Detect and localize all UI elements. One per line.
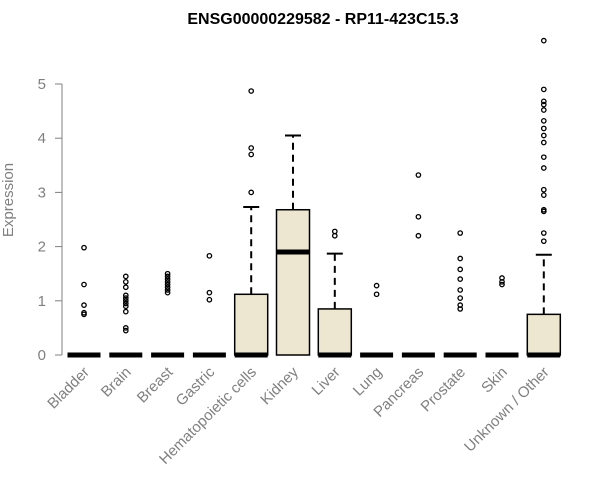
outlier-2-4 — [164, 278, 171, 285]
box-1 — [109, 273, 143, 358]
box-rect-6 — [317, 308, 353, 356]
outlier-2-5 — [164, 276, 171, 282]
outlier-7-0 — [373, 291, 380, 298]
box-2 — [151, 270, 185, 358]
outlier-2-1 — [164, 287, 171, 293]
outlier-11-11 — [540, 118, 547, 124]
outlier-2-0 — [164, 289, 171, 296]
outlier-1-6 — [122, 295, 129, 301]
outlier-10-0 — [499, 281, 505, 288]
outlier-9-5 — [457, 266, 464, 273]
outlier-11-12 — [540, 107, 547, 113]
outlier-1-4 — [122, 300, 129, 307]
x-tick-label-10: Skin — [478, 364, 511, 397]
box-7 — [360, 282, 394, 358]
box-4 — [233, 88, 269, 358]
outlier-9-1 — [457, 302, 464, 308]
outlier-0-1 — [81, 309, 87, 316]
y-tick-label-3: 3 — [38, 184, 46, 201]
outlier-8-2 — [415, 172, 422, 178]
outlier-0-2 — [81, 302, 87, 308]
outlier-11-14 — [540, 98, 547, 105]
outlier-11-3 — [540, 206, 547, 213]
boxes-layer — [67, 37, 562, 358]
y-axis-label: Expression — [0, 163, 17, 237]
outlier-1-5 — [122, 297, 129, 304]
outlier-11-10 — [540, 125, 547, 132]
box-11 — [526, 37, 562, 358]
outlier-1-3 — [122, 303, 129, 310]
outlier-0-4 — [81, 244, 87, 251]
outlier-6-1 — [331, 228, 338, 235]
box-0 — [67, 244, 101, 358]
outlier-1-1 — [122, 325, 129, 331]
outlier-2-3 — [164, 281, 171, 288]
outlier-0-3 — [81, 281, 87, 288]
outlier-8-0 — [415, 232, 422, 239]
y-tick-label-4: 4 — [38, 130, 46, 147]
outlier-1-7 — [122, 292, 129, 299]
outlier-11-1 — [540, 230, 547, 236]
outlier-11-15 — [540, 86, 547, 93]
x-tick-label-0: Bladder — [44, 364, 93, 413]
outlier-11-5 — [540, 186, 547, 193]
outlier-1-8 — [122, 284, 129, 291]
outlier-4-3 — [248, 88, 255, 94]
outlier-11-7 — [540, 154, 547, 161]
x-tick-label-7: Lung — [350, 364, 386, 400]
box-3 — [192, 252, 226, 358]
chart-title: ENSG00000229582 - RP11-423C15.3 — [187, 11, 458, 28]
outlier-1-2 — [122, 308, 129, 315]
outlier-1-9 — [122, 278, 129, 285]
outlier-2-2 — [164, 284, 171, 291]
outlier-11-8 — [540, 139, 547, 146]
outlier-11-9 — [540, 132, 547, 139]
outlier-9-2 — [457, 295, 464, 301]
box-rect-11 — [526, 313, 562, 356]
outlier-7-1 — [373, 282, 380, 289]
y-axis: 0 1 2 3 4 5 — [38, 76, 63, 364]
outlier-2-7 — [164, 270, 171, 277]
outlier-9-3 — [457, 287, 464, 293]
outlier-1-0 — [122, 327, 129, 334]
outlier-11-4 — [540, 192, 547, 198]
x-tick-label-5: Kidney — [257, 363, 302, 408]
outlier-3-2 — [206, 252, 213, 259]
outlier-11-16 — [540, 37, 547, 44]
outlier-10-2 — [499, 275, 505, 281]
box-rect-5 — [275, 208, 311, 356]
outlier-4-0 — [248, 189, 255, 196]
box-10 — [485, 275, 519, 358]
x-tick-label-6: Liver — [309, 364, 344, 399]
box-rect-4 — [233, 293, 269, 356]
outlier-9-4 — [457, 276, 464, 282]
x-tick-label-1: Brain — [98, 364, 135, 401]
outlier-2-6 — [164, 273, 171, 280]
x-tick-label-9: Prostate — [417, 364, 469, 416]
outlier-3-1 — [206, 289, 213, 296]
box-5 — [275, 134, 311, 356]
y-tick-label-5: 5 — [38, 76, 46, 93]
outlier-9-6 — [457, 255, 464, 262]
outlier-4-2 — [248, 145, 255, 151]
outlier-1-10 — [122, 273, 129, 280]
outlier-11-6 — [540, 165, 547, 171]
box-8 — [401, 172, 435, 358]
y-tick-label-0: 0 — [38, 347, 46, 364]
y-tick-label-2: 2 — [38, 239, 46, 256]
outlier-11-13 — [540, 101, 547, 108]
outlier-8-1 — [415, 213, 422, 220]
x-tick-label-2: Breast — [134, 363, 177, 406]
y-tick-label-1: 1 — [38, 293, 46, 310]
outlier-3-0 — [206, 296, 213, 303]
outlier-11-0 — [540, 238, 547, 245]
box-9 — [443, 230, 477, 358]
outlier-9-7 — [457, 230, 464, 236]
outlier-4-1 — [248, 151, 255, 158]
box-6 — [317, 228, 353, 358]
